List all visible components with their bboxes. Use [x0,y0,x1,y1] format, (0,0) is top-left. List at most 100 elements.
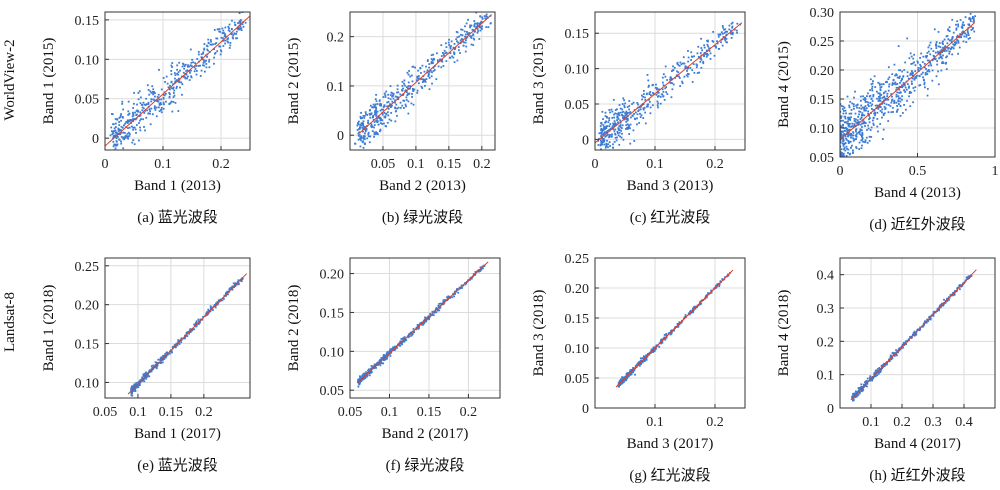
scatter-point [163,358,166,360]
scatter-point [174,346,177,349]
scatter-point [853,123,856,126]
scatter-point [868,105,870,108]
scatter-point [162,355,164,357]
scatter-point [177,71,180,74]
scatter-point [234,24,237,27]
scatter-point [859,99,862,102]
scatter-point [207,309,210,312]
scatter-point [623,106,626,109]
scatter-point [599,143,602,146]
x-tick-label: 0.1 [381,405,399,420]
scatter-point [881,102,883,105]
scatter-point [887,98,890,101]
scatter-point [842,145,845,147]
scatter-point [449,46,452,49]
scatter-point [611,151,613,153]
scatter-point [898,97,900,100]
scatter-point [661,81,664,84]
scatter-point [685,74,688,77]
scatter-point [467,32,470,35]
scatter-point [858,392,861,395]
scatter-point [634,373,636,376]
scatter-point [862,140,864,143]
scatter-point [176,72,178,75]
scatter-point [878,106,881,108]
scatter-point [479,270,482,272]
scatter-point [138,114,141,117]
scatter-point [936,63,939,66]
scatter-point [369,104,372,107]
y-tick-label: 0.3 [817,302,835,317]
scatter-point [113,143,116,146]
scatter-point [927,320,930,323]
scatter-point [862,98,865,101]
scatter-point [857,389,860,392]
scatter-point [842,134,845,137]
scatter-point [691,81,694,83]
scatter-point [382,362,385,365]
scatter-point [941,57,944,60]
scatter-point [870,98,873,100]
scatter-point [199,75,202,77]
scatter-point [636,101,639,104]
scatter-point [221,27,224,30]
scatter-point [957,41,960,44]
scatter-point [378,99,381,102]
scatter-point [465,37,468,39]
scatter-point [695,63,698,66]
scatter-point [123,124,125,127]
scatter-point [468,32,471,34]
scatter-point [376,361,379,364]
scatter-point [911,72,914,75]
scatter-point [119,154,121,156]
scatter-point [942,303,945,306]
scatter-point [620,136,623,139]
scatter-point [372,103,375,106]
scatter-point [465,39,467,41]
scatter-point [132,126,135,129]
scatter-point [445,60,448,62]
scatter-point [448,295,451,298]
scatter-point [616,136,618,139]
scatter-point [869,94,872,97]
scatter-point [429,315,431,318]
x-tick-label: 0 [837,164,844,179]
scatter-point [174,74,177,76]
scatter-point [856,104,858,107]
scatter-point [842,130,844,133]
scatter-point [190,75,192,78]
scatter-point [142,118,144,121]
scatter-point [474,22,476,25]
scatter-point [122,136,125,139]
scatter-point [664,75,667,78]
scatter-point [461,28,464,31]
scatter-point [938,51,940,54]
scatter-point [160,356,163,359]
scatter-point [442,51,444,54]
scatter-point [476,31,479,34]
scatter-point [188,332,191,335]
scatter-point [909,72,912,75]
scatter-point [915,331,918,334]
scatter-point [619,107,622,110]
scatter-point [131,119,134,122]
scatter-point [367,133,370,136]
scatter-point [172,87,175,90]
scatter-point [177,77,180,80]
scatter-point [437,304,440,307]
scatter-point [671,82,674,85]
scatter-point [611,110,614,113]
scatter-point [861,144,863,147]
scatter-point [634,111,637,114]
scatter-point [886,363,888,366]
scatter-point [236,37,239,40]
scatter-point [968,18,971,20]
scatter-point [158,98,161,101]
scatter-point [427,72,430,75]
scatter-point [661,88,664,91]
scatter-point [360,124,363,127]
scatter-point [907,86,910,89]
scatter-point [609,123,612,125]
scatter-point [404,103,407,106]
scatter-point [479,15,482,18]
